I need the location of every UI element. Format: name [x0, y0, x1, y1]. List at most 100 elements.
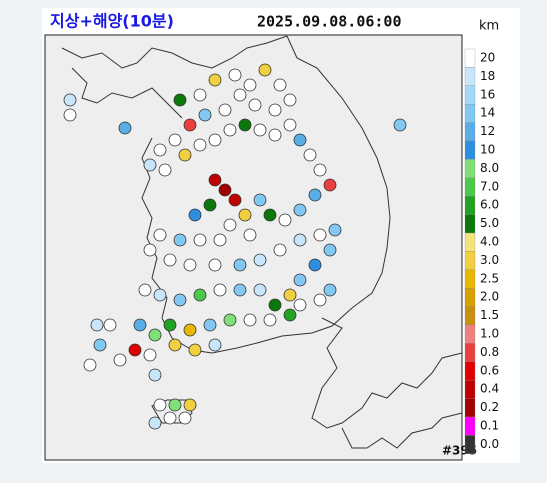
- station: [223, 218, 237, 232]
- station: [228, 68, 242, 82]
- station: [253, 283, 267, 297]
- station: [293, 133, 307, 147]
- title: 지상+해양(10분): [50, 12, 174, 31]
- station: [308, 188, 322, 202]
- station: [173, 293, 187, 307]
- legend-label: 2.5: [480, 271, 499, 285]
- map-area: [44, 34, 463, 461]
- legend-swatch: [464, 159, 476, 178]
- station: [113, 353, 127, 367]
- station: [163, 411, 177, 425]
- station: [308, 258, 322, 272]
- station: [283, 308, 297, 322]
- legend-swatch: [464, 214, 476, 234]
- station: [213, 233, 227, 247]
- legend-label: 20: [480, 51, 495, 65]
- station: [268, 103, 282, 117]
- legend-swatch: [464, 361, 476, 381]
- station: [223, 123, 237, 137]
- legend-label: 18: [480, 69, 495, 83]
- station: [243, 313, 257, 327]
- legend-label: 3.0: [480, 253, 499, 267]
- legend-swatch: [464, 177, 476, 197]
- legend-swatch: [464, 380, 476, 399]
- station: [283, 288, 297, 302]
- station: [173, 233, 187, 247]
- station: [278, 213, 292, 227]
- station: [178, 411, 192, 425]
- station: [233, 258, 247, 272]
- station: [283, 118, 297, 132]
- station: [148, 328, 162, 342]
- station: [273, 78, 287, 92]
- unit: km: [479, 19, 499, 34]
- station: [253, 123, 267, 137]
- station: [128, 343, 142, 357]
- station: [328, 223, 342, 237]
- legend-swatch: [464, 306, 476, 326]
- legend-swatch: [464, 343, 476, 362]
- legend-swatch: [464, 104, 476, 123]
- station: [193, 288, 207, 302]
- station: [203, 198, 217, 212]
- station: [103, 318, 117, 332]
- station: [183, 258, 197, 272]
- station: [303, 148, 317, 162]
- station: [208, 173, 222, 187]
- station: [313, 293, 327, 307]
- station: [218, 103, 232, 117]
- legend-swatch: [464, 67, 476, 86]
- station: [253, 253, 267, 267]
- timestamp: 2025.09.08.06:00: [257, 13, 402, 31]
- legend-label: 0.2: [480, 400, 499, 414]
- station: [198, 108, 212, 122]
- station: [168, 133, 182, 147]
- station: [213, 283, 227, 297]
- station: [313, 163, 327, 177]
- station: [63, 93, 77, 107]
- station: [253, 193, 267, 207]
- station: [188, 343, 202, 357]
- station: [208, 258, 222, 272]
- station: [208, 73, 222, 87]
- station: [283, 93, 297, 107]
- station: [268, 128, 282, 142]
- station: [263, 208, 277, 222]
- station: [153, 398, 167, 412]
- station: [243, 78, 257, 92]
- legend-label: 8.0: [480, 161, 499, 175]
- station: [143, 348, 157, 362]
- station: [208, 133, 222, 147]
- station: [158, 163, 172, 177]
- station: [148, 368, 162, 382]
- station: [208, 338, 222, 352]
- station: [228, 193, 242, 207]
- coastline: [61, 35, 463, 449]
- station: [168, 338, 182, 352]
- station: [133, 318, 147, 332]
- station: [193, 138, 207, 152]
- panel: 지상+해양(10분) 2025.09.08.06:00 km #395 20 18…: [42, 8, 520, 463]
- station: [83, 358, 97, 372]
- legend-label: 4.0: [480, 235, 499, 249]
- legend-swatch: [464, 122, 476, 142]
- station: [323, 283, 337, 297]
- station: [268, 298, 282, 312]
- station: [90, 318, 104, 332]
- legend-swatch: [464, 269, 476, 289]
- legend-label: 6.0: [480, 198, 499, 212]
- legend-label: 0.6: [480, 363, 499, 377]
- legend-swatch: [464, 232, 476, 252]
- station: [233, 283, 247, 297]
- station: [323, 178, 337, 192]
- legend-swatch: [464, 85, 476, 105]
- station: [173, 93, 187, 107]
- station: [238, 208, 252, 222]
- legend-swatch: [464, 140, 476, 160]
- station: [223, 313, 237, 327]
- station: [63, 108, 77, 122]
- station: [183, 118, 197, 132]
- station: [153, 288, 167, 302]
- station: [163, 318, 177, 332]
- legend-label: 14: [480, 106, 495, 120]
